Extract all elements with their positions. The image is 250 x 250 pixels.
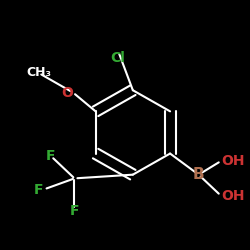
Text: F: F [46,149,56,163]
Text: CH₃: CH₃ [26,66,51,79]
Text: O: O [61,86,73,100]
Text: OH: OH [221,189,244,203]
Text: B: B [193,167,204,182]
Text: F: F [70,204,79,218]
Text: F: F [34,182,43,196]
Text: Cl: Cl [110,50,126,64]
Text: OH: OH [221,154,244,168]
